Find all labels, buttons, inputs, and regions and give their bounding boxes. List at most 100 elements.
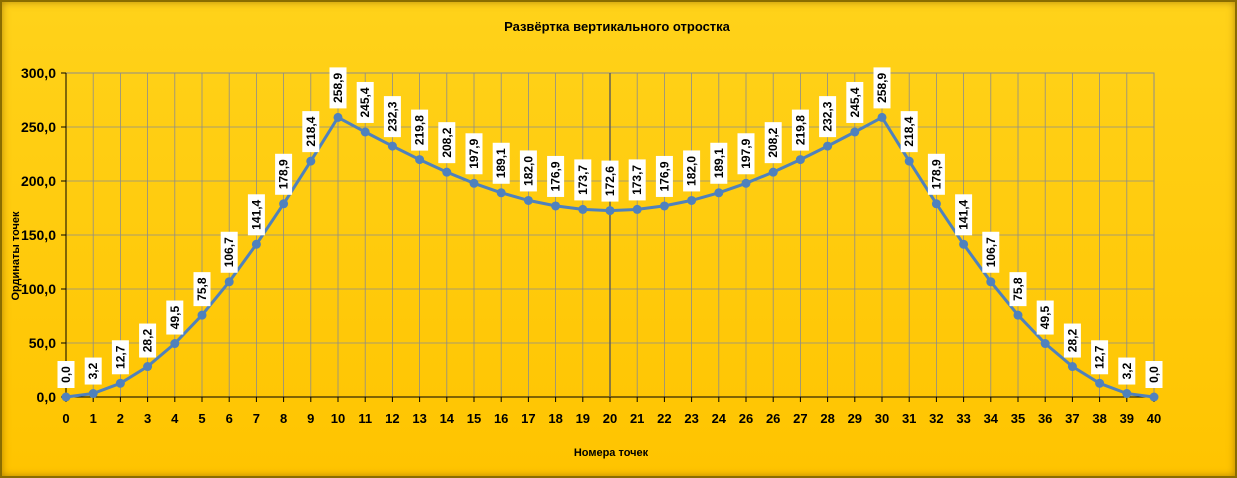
data-point <box>1149 392 1159 402</box>
data-point <box>387 141 397 151</box>
y-tick-label: 0,0 <box>37 389 57 405</box>
data-label: 173,7 <box>576 165 590 195</box>
x-tick-label: 37 <box>1065 411 1079 426</box>
x-tick-label: 40 <box>1147 411 1161 426</box>
data-label: 182,0 <box>685 156 699 186</box>
data-point <box>224 277 234 287</box>
data-label: 197,9 <box>467 138 481 168</box>
data-point <box>88 389 98 399</box>
data-label-box <box>275 153 293 195</box>
data-label: 232,3 <box>821 101 835 131</box>
data-point <box>442 167 452 177</box>
x-tick-label: 11 <box>358 411 372 426</box>
data-label: 245,4 <box>358 87 372 117</box>
x-tick-label: 17 <box>521 411 535 426</box>
data-label: 28,2 <box>1065 329 1079 353</box>
x-tick-label: 18 <box>548 411 562 426</box>
data-point <box>659 201 669 211</box>
data-label-box <box>955 194 973 236</box>
x-tick-label: 13 <box>412 411 426 426</box>
data-label: 258,9 <box>875 73 889 103</box>
data-label-box <box>1091 340 1109 375</box>
y-tick-label: 150,0 <box>21 227 56 243</box>
data-point <box>143 362 153 372</box>
x-tick-label: 35 <box>1011 411 1025 426</box>
data-label-box <box>111 340 129 375</box>
data-label-box <box>791 109 809 151</box>
data-label: 176,9 <box>549 161 563 191</box>
x-tick-label: 9 <box>307 411 314 426</box>
data-label: 218,4 <box>902 116 916 146</box>
data-label-box <box>1009 272 1027 307</box>
x-tick-label: 39 <box>1120 411 1134 426</box>
data-label: 0,0 <box>59 366 73 383</box>
x-tick-label: 16 <box>494 411 508 426</box>
data-label-box <box>220 231 238 273</box>
data-label-box <box>166 300 184 335</box>
data-label-box <box>1118 357 1136 385</box>
data-point <box>768 167 778 177</box>
data-label-box <box>519 150 537 192</box>
data-point <box>1013 310 1023 320</box>
data-point <box>959 239 969 249</box>
x-tick-label: 2 <box>117 411 124 426</box>
data-point <box>823 141 833 151</box>
data-label-box <box>737 133 755 175</box>
x-tick-label: 26 <box>766 411 780 426</box>
data-label: 3,2 <box>86 362 100 379</box>
data-point <box>1067 362 1077 372</box>
data-label-box <box>710 142 728 184</box>
data-label-box <box>628 159 646 201</box>
x-tick-label: 20 <box>603 411 617 426</box>
data-label-box <box>1036 300 1054 335</box>
data-label: 208,2 <box>440 127 454 157</box>
data-label-box <box>574 159 592 201</box>
data-point <box>333 112 343 122</box>
data-label: 49,5 <box>168 306 182 330</box>
data-point <box>605 206 615 216</box>
data-point <box>170 339 180 349</box>
y-axis-title: Ординаты точек <box>10 211 22 301</box>
data-label: 189,1 <box>494 148 508 178</box>
data-label: 178,9 <box>929 159 943 189</box>
data-label: 141,4 <box>249 199 263 229</box>
data-label-box <box>655 155 673 197</box>
x-tick-label: 0 <box>62 411 69 426</box>
data-label: 106,7 <box>984 237 998 267</box>
x-axis-title: Номера точек <box>574 447 649 459</box>
data-point <box>714 188 724 198</box>
data-label: 258,9 <box>331 73 345 103</box>
y-tick-label: 100,0 <box>21 281 56 297</box>
data-label: 219,8 <box>413 115 427 145</box>
data-point <box>931 199 941 209</box>
x-tick-label: 26 <box>739 411 753 426</box>
data-label-box <box>247 194 265 236</box>
x-tick-label: 30 <box>875 411 889 426</box>
data-label: 219,8 <box>793 115 807 145</box>
data-label: 232,3 <box>385 101 399 131</box>
data-label-box <box>356 81 374 123</box>
data-point <box>115 378 125 388</box>
data-point <box>360 127 370 137</box>
data-point <box>415 155 425 165</box>
x-tick-label: 21 <box>630 411 644 426</box>
data-label-box <box>57 361 75 388</box>
x-tick-label: 4 <box>171 411 179 426</box>
data-point <box>904 156 914 166</box>
x-tick-label: 27 <box>793 411 807 426</box>
x-tick-label: 22 <box>657 411 671 426</box>
data-label: 141,4 <box>957 199 971 229</box>
x-tick-label: 8 <box>280 411 287 426</box>
data-point <box>197 310 207 320</box>
data-label: 3,2 <box>1120 362 1134 379</box>
data-label-box <box>601 160 619 202</box>
data-label-box <box>302 111 320 153</box>
chart-title: Развёртка вертикального отростка <box>504 19 731 34</box>
x-tick-label: 3 <box>144 411 151 426</box>
y-tick-label: 300,0 <box>21 65 56 81</box>
data-point <box>632 204 642 214</box>
x-tick-label: 36 <box>1038 411 1052 426</box>
